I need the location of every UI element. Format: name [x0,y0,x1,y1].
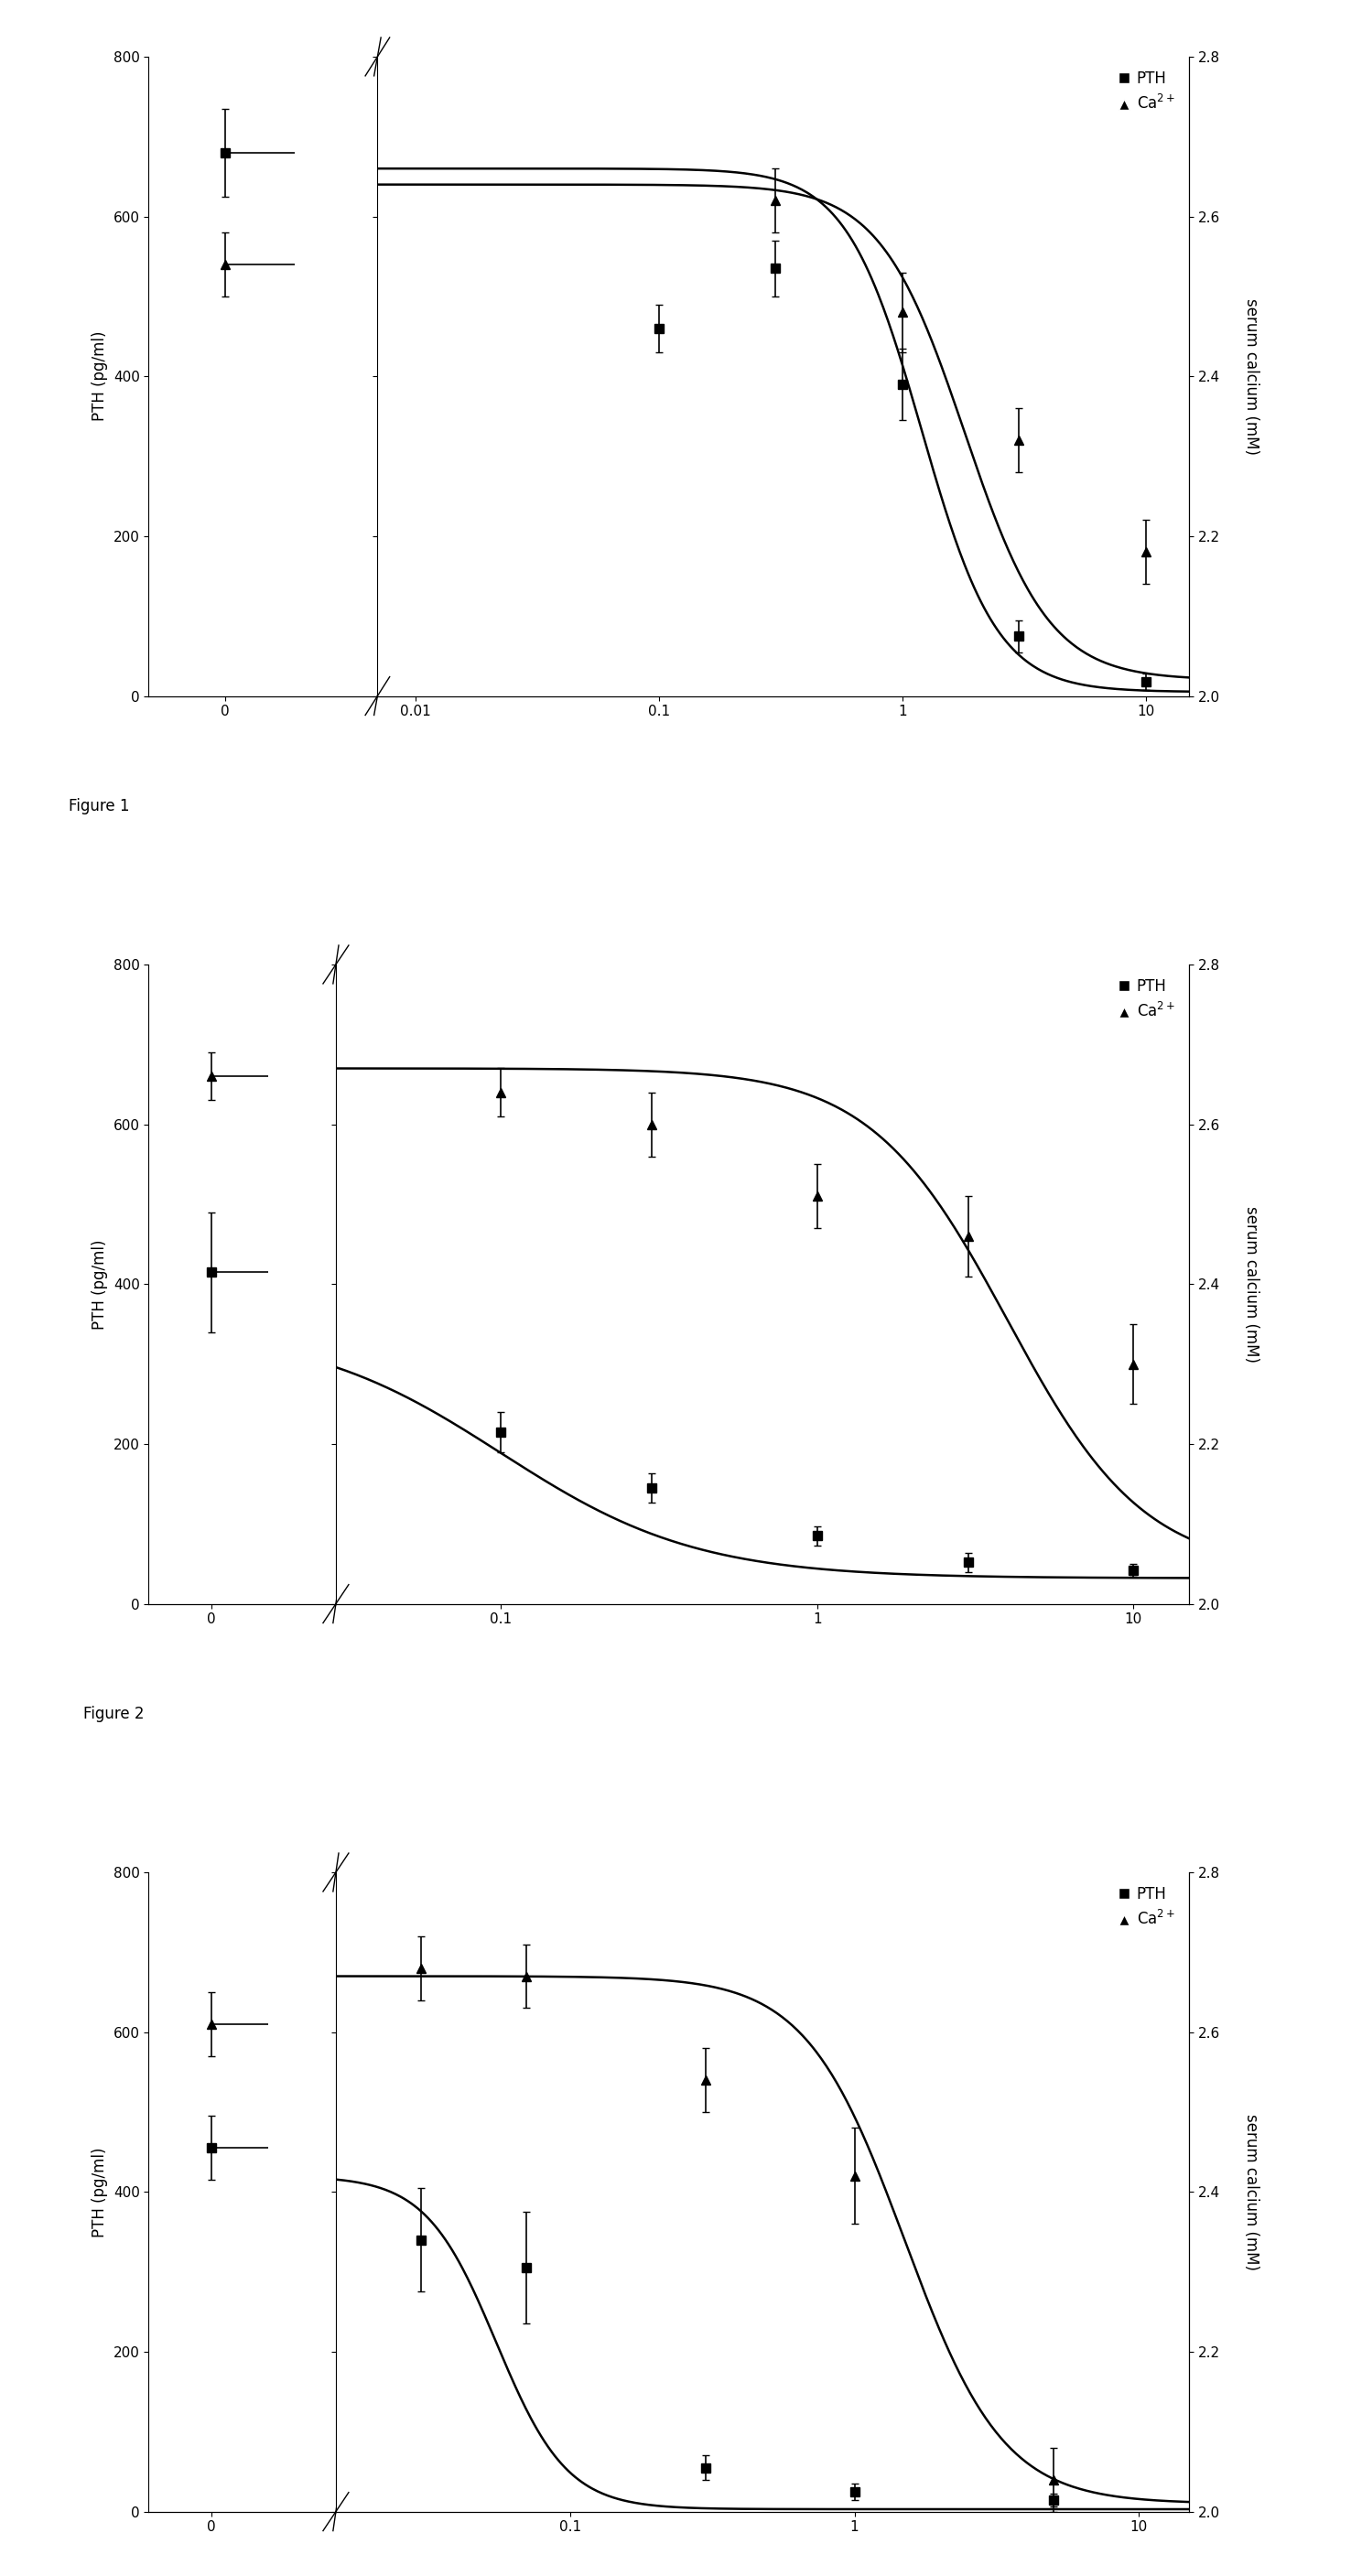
Y-axis label: serum calcium (mM): serum calcium (mM) [1243,2115,1259,2269]
Text: Figure 1: Figure 1 [69,799,130,814]
Y-axis label: PTH (pg/ml): PTH (pg/ml) [92,332,108,422]
Legend: PTH, Ca$^{2+}$: PTH, Ca$^{2+}$ [1112,971,1181,1028]
Y-axis label: serum calcium (mM): serum calcium (mM) [1243,1206,1259,1363]
Legend: PTH, Ca$^{2+}$: PTH, Ca$^{2+}$ [1112,1880,1181,1935]
Y-axis label: serum calcium (mM): serum calcium (mM) [1243,299,1259,453]
Legend: PTH, Ca$^{2+}$: PTH, Ca$^{2+}$ [1112,64,1181,118]
Text: Figure 2: Figure 2 [82,1705,145,1723]
Y-axis label: PTH (pg/ml): PTH (pg/ml) [92,1239,108,1329]
Y-axis label: PTH (pg/ml): PTH (pg/ml) [92,2146,108,2236]
